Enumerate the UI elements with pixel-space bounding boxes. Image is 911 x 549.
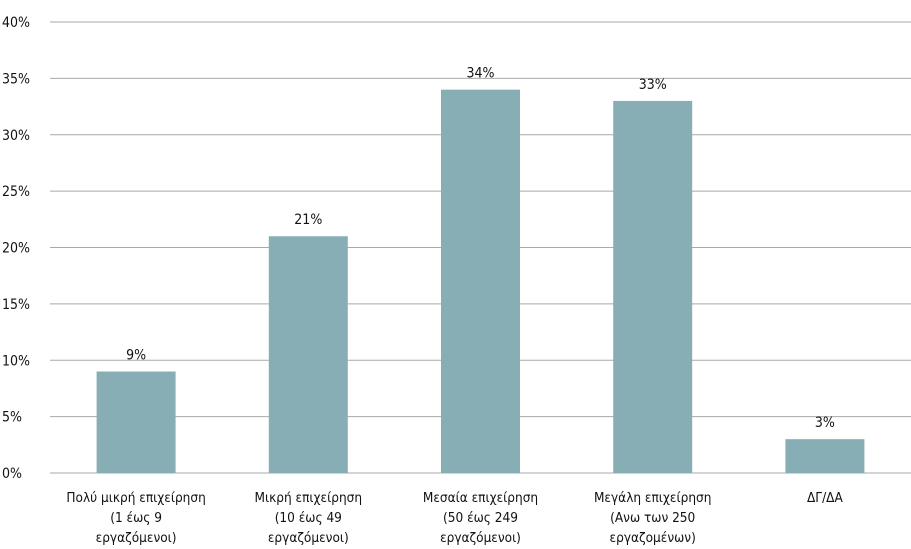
bars [96,89,865,474]
bar [96,371,176,473]
data-label: 34% [467,66,495,82]
y-tick-label: 10% [2,353,30,369]
category-label: Μεσαία επιχείρηση (50 έως 249 εργαζόμενοι) [423,490,538,546]
y-tick-label: 25% [2,184,30,200]
category-label: Πολύ μικρή επιχείρηση (1 έως 9 εργαζόμενοι… [66,490,205,546]
y-tick-label: 5% [2,410,22,426]
bar [268,236,348,473]
bar [785,439,865,473]
y-tick-label: 20% [2,241,30,257]
category-label: ΔΓ/ΔΑ [807,490,843,506]
category-label: Μεγάλη επιχείρηση (Ανω των 250 εργαζομένων… [594,490,711,546]
y-axis-ticks: 0% 5% 10% 15% 20% 25% 30% 35% 40% [2,15,30,482]
bar [613,100,693,474]
y-tick-label: 40% [2,15,30,31]
y-tick-label: 0% [2,466,22,482]
data-labels: 9% 21% 34% 33% 3% [126,66,835,432]
data-label: 21% [294,212,322,228]
category-label: Μικρή επιχείρηση (10 έως 49 εργαζόμενοι) [255,490,363,546]
y-tick-label: 35% [2,71,30,87]
data-label: 9% [126,348,146,364]
y-tick-label: 15% [2,297,30,313]
y-tick-label: 30% [2,128,30,144]
data-label: 3% [815,415,835,431]
bar [441,89,520,474]
data-label: 33% [639,77,667,93]
x-axis-categories: Πολύ μικρή επιχείρηση (1 έως 9 εργαζόμενοι… [66,490,843,546]
